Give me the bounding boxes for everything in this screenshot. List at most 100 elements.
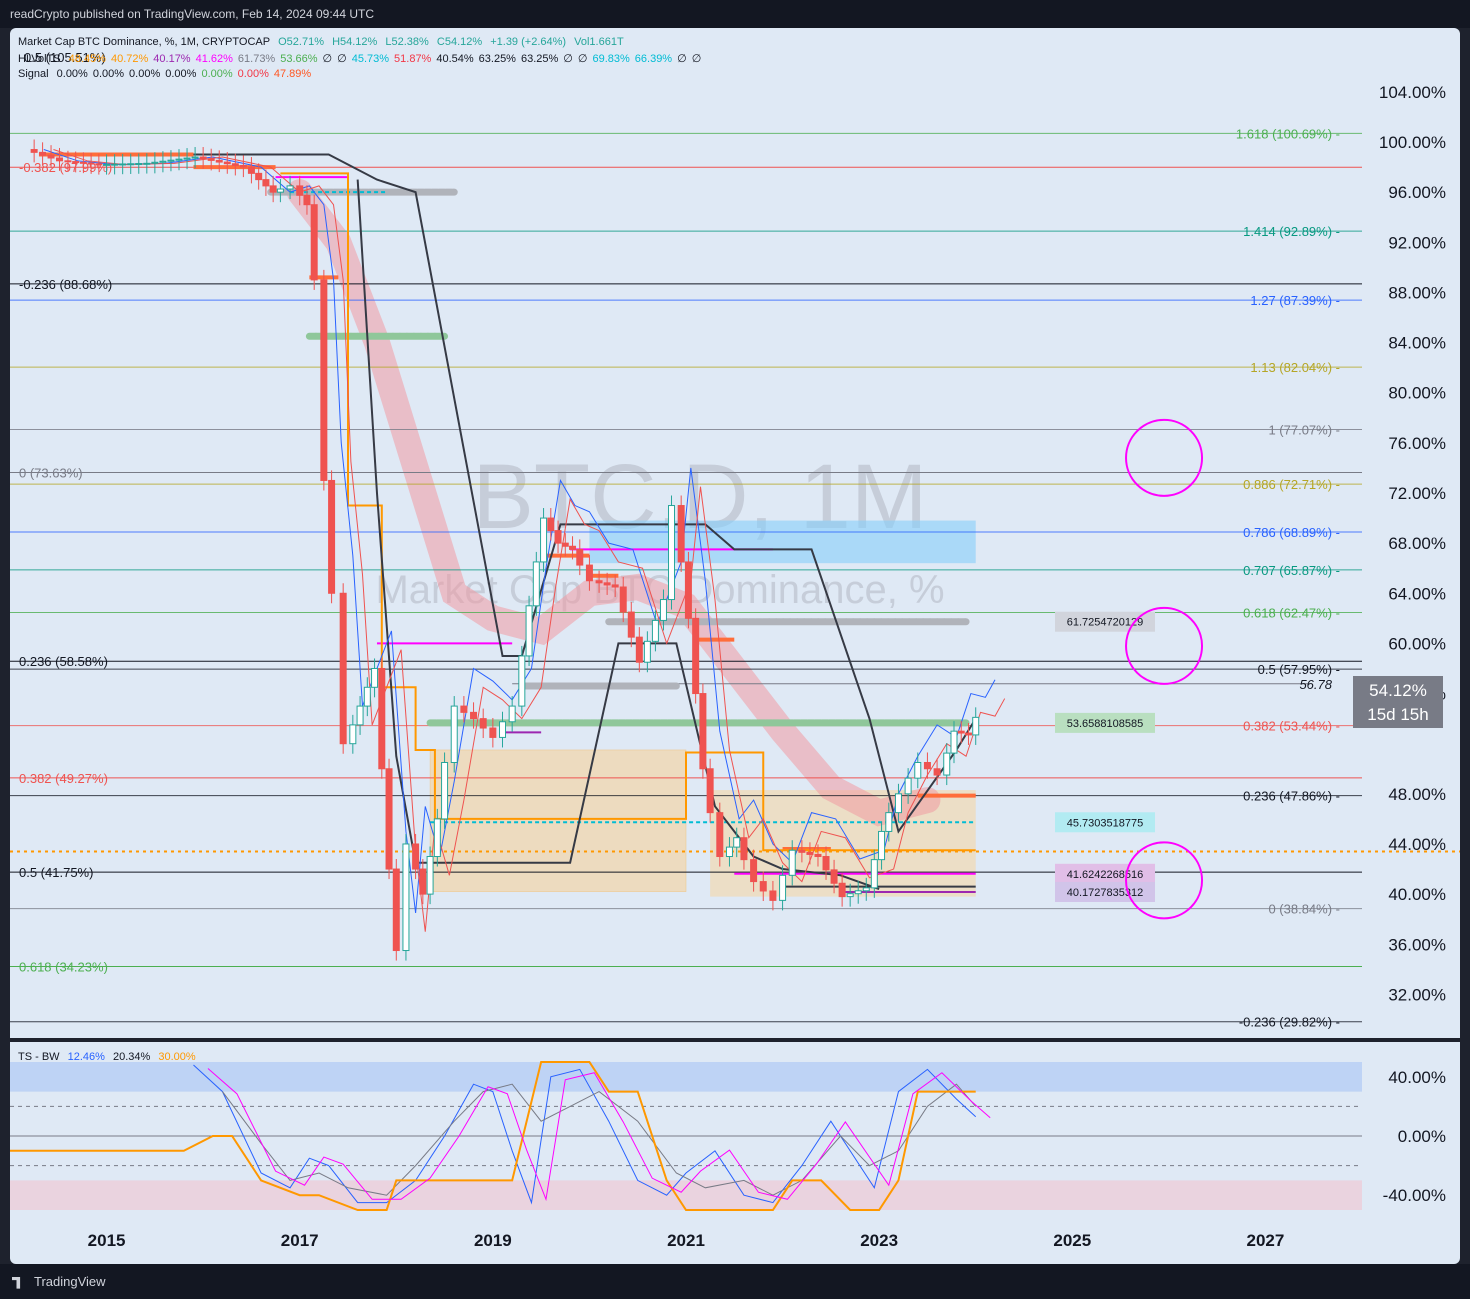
- candle-body: [854, 890, 862, 895]
- candle-body: [923, 761, 931, 770]
- signal-values: 0.00% 0.00% 0.00% 0.00% 0.00% 0.00% 47.89%: [57, 68, 317, 80]
- blue-zone: [589, 520, 976, 564]
- fib-label-right: 0.707 (65.87%) -: [1243, 563, 1340, 578]
- footer-bar: TradingView: [0, 1264, 1470, 1299]
- hlvol-value: 63.25%: [478, 53, 516, 65]
- candle-body: [231, 163, 239, 166]
- hlvol-value: 40.54%: [436, 53, 474, 65]
- y-axis-label: 64.00%: [1388, 584, 1446, 603]
- ohlc-low: L52.38%: [385, 36, 429, 48]
- fib-label-left: -0.236 (88.68%): [19, 277, 112, 292]
- fib-label-right: 1.618 (100.69%) -: [1236, 126, 1340, 141]
- symbol-legend[interactable]: Market Cap BTC Dominance, %, 1M, CRYPTOC…: [18, 36, 629, 48]
- osc-series-line: [193, 1064, 977, 1205]
- candle-body: [518, 655, 526, 707]
- candle-body: [972, 716, 980, 736]
- orange-step-line: [280, 172, 976, 852]
- candle-body: [659, 599, 667, 621]
- candle-body: [30, 149, 38, 153]
- x-axis-label: 2021: [667, 1231, 705, 1250]
- candle-body: [119, 163, 127, 166]
- hlvol-legend[interactable]: HLVolTS 48.45% 40.72% 40.17% 41.62% 61.73% 53…: [18, 52, 711, 65]
- candle-body: [64, 160, 72, 163]
- fib-label-left: 0.236 (58.58%): [19, 654, 108, 669]
- candle-body: [159, 160, 167, 163]
- volume-value: Vol1.661T: [574, 36, 624, 48]
- y-axis-label: 100.00%: [1379, 133, 1446, 152]
- signal-value: 0.00%: [129, 68, 161, 80]
- level-56-label: 56.78: [1299, 677, 1332, 692]
- hlvol-value: ∅: [577, 53, 588, 65]
- y-axis-label: 32.00%: [1388, 985, 1446, 1004]
- signal-legend[interactable]: Signal 0.00% 0.00% 0.00% 0.00% 0.00% 0.00% 47.…: [18, 68, 321, 80]
- candle-body: [402, 843, 410, 952]
- candle-body: [499, 721, 507, 738]
- y-axis-label: 76.00%: [1388, 434, 1446, 453]
- fib-label-right: 0 (38.84%) -: [1268, 902, 1340, 917]
- candle-body: [262, 179, 270, 187]
- candle-body: [814, 853, 822, 858]
- fib-label-right: 0.786 (68.89%) -: [1243, 525, 1340, 540]
- candle-body: [419, 868, 427, 895]
- hlvol-value: 61.73%: [237, 53, 276, 65]
- osc-signal-line: [207, 1068, 991, 1202]
- hlvol-value: 51.87%: [394, 53, 432, 65]
- osc-y-axis-label: 40.00%: [1388, 1068, 1446, 1087]
- ts-value-1: 12.46%: [67, 1051, 105, 1063]
- x-axis-label: 2019: [474, 1231, 512, 1250]
- chart-panel[interactable]: BTC.D, 1M Market Cap BTC Dominance, % -0.3…: [10, 28, 1460, 1264]
- candle-body: [692, 617, 700, 695]
- candle-body: [846, 893, 854, 898]
- candle-body: [733, 837, 741, 848]
- candle-body: [547, 517, 555, 532]
- candle-body: [392, 868, 400, 952]
- candle-body: [957, 730, 965, 734]
- candle-body: [635, 636, 643, 663]
- hlvol-value: 48.45%: [68, 53, 106, 65]
- hlvol-value: ∅: [322, 53, 333, 65]
- candle-body: [838, 882, 846, 898]
- candle-body: [750, 859, 758, 883]
- candle-body: [878, 830, 886, 861]
- highlight-circle: [1125, 841, 1204, 920]
- candle-body: [725, 846, 733, 858]
- osc-series-line: [10, 1061, 976, 1211]
- candle-body: [508, 705, 516, 723]
- fib-label-right: 0.618 (62.47%) -: [1243, 605, 1340, 620]
- candle-body: [830, 869, 838, 884]
- ts-name: TS - BW: [18, 1051, 60, 1063]
- y-axis-label: 48.00%: [1388, 785, 1446, 804]
- signal-value: 0.00%: [201, 68, 233, 80]
- hlvol-value: 69.83%: [592, 53, 630, 65]
- candle-body: [433, 818, 441, 858]
- fib-label-left: 0.618 (34.23%): [19, 959, 108, 974]
- x-axis-label: 2027: [1247, 1231, 1285, 1250]
- x-axis-label: 2023: [860, 1231, 898, 1250]
- candle-body: [716, 812, 724, 858]
- fib-label-right: 1 (77.07%) -: [1268, 422, 1340, 437]
- candle-body: [706, 768, 714, 814]
- ts-legend[interactable]: TS - BW 12.46% 20.34% 30.00%: [18, 1051, 201, 1063]
- candle-body: [943, 752, 951, 776]
- ts-value-2: 20.34%: [113, 1051, 151, 1063]
- fib-label-right: 1.414 (92.89%) -: [1243, 224, 1340, 239]
- highlight-circle: [1125, 606, 1204, 685]
- ts-value-3: 30.00%: [158, 1051, 196, 1063]
- candle-body: [862, 887, 870, 892]
- candle-body: [870, 859, 878, 889]
- candle-body: [276, 188, 284, 193]
- candle-body: [55, 157, 63, 162]
- last-price-tag: 54.12% 15d 15h: [1353, 676, 1443, 728]
- osc-series-line: [222, 1083, 977, 1196]
- candle-body: [532, 561, 540, 607]
- candle-body: [769, 890, 777, 901]
- hlvol-values: 48.45% 40.72% 40.17% 41.62% 61.73% 53.66% ∅ ∅ 45…: [69, 53, 707, 65]
- orange-zone: [429, 749, 687, 892]
- published-header: readCrypto published on TradingView.com,…: [0, 0, 1470, 28]
- signal-name: Signal: [18, 68, 49, 80]
- candle-body: [95, 163, 103, 166]
- candle-body: [904, 777, 912, 795]
- signal-value: 0.00%: [165, 68, 197, 80]
- ohlc-open: O52.71%: [278, 36, 324, 48]
